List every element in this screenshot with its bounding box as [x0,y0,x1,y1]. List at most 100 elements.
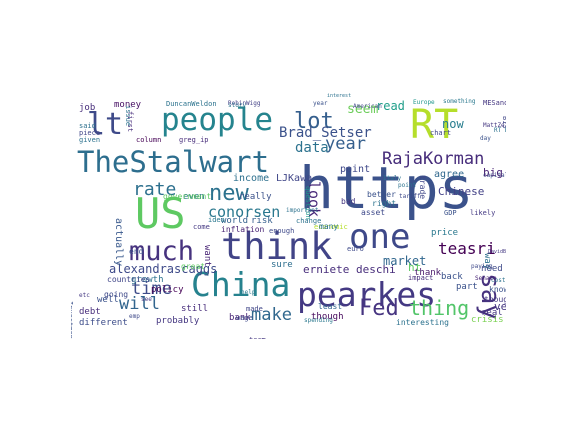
word-thank: thank [414,268,442,278]
word-end: end [129,247,144,256]
word-important: important [286,207,319,214]
word-many: many [319,222,339,231]
word-countries: countries [107,275,151,284]
word-capital: capital [483,172,506,179]
word-read: read [376,99,405,113]
word-well: well [97,295,119,305]
word-alexandrascaggs: alexandrascaggs [109,262,218,276]
word-emp: emp [129,313,140,320]
word-wage: wage [236,314,253,322]
word-bank: bank [229,313,251,323]
word-day: day [480,135,491,142]
word-brad-setser: Brad_Setser [279,125,372,141]
word-new: new [209,181,249,206]
word-real: real [481,308,503,318]
word-people: people [161,102,273,138]
word-ve: ve [494,300,506,313]
word-senate: Senate [475,275,497,282]
word-back: back [441,272,463,282]
word-come: come [193,223,210,231]
word-year-2: year [313,100,328,107]
word-bad: bad [341,197,356,206]
word-tariff: tariff [399,193,421,200]
word-mesandbu: MESandbu [483,99,506,107]
word-piece: piece [79,129,101,137]
word-enough: enough [269,227,295,235]
word-asset: asset [361,208,386,217]
word-paying: paying [471,263,493,270]
word-spending: spending [304,317,333,324]
word-agree: agree [434,169,465,180]
word-cloud: https TheStalwart think people US China pearke… [71,93,506,339]
word-ht: ht [408,261,422,274]
word-story: story [228,102,247,109]
word-lot: lot [294,109,334,134]
word-price: price [431,228,459,238]
word-pearkes: pearkes [297,275,437,314]
word-help: help [241,289,256,296]
word-think: think [221,225,333,268]
word-us: US [135,189,186,238]
word-rate: rate [133,179,177,200]
word-need: need [481,264,503,274]
word-chart: chart [430,129,452,137]
word-part: part [456,282,478,292]
word-thought: thought [484,295,506,304]
word-idea: idea [208,216,225,224]
word-term: term [249,337,266,340]
word-american: American [353,103,382,110]
word-question: question [304,186,312,220]
word-erniete-deschi: erniete deschi [303,263,396,276]
word-economic: economic [314,223,348,231]
word-greg-ip: greg_ip [179,136,209,144]
word-chinese: Chinese [438,185,485,198]
word-world: world [221,216,249,226]
word-policy: policy [151,285,184,295]
word-sure: sure [271,260,293,270]
word-make: make [251,305,292,325]
word-https: https [299,154,474,222]
word-duncanweldon: DuncanWeldon [166,100,217,108]
word-data: data [295,140,329,156]
word-cost: cost [491,277,506,284]
word-europe: Europe [413,99,435,106]
word-seem: seem [347,102,379,117]
word-one: one [349,217,411,257]
word-issue: issue [124,105,132,127]
word-robinwigg: RobinWigg [228,100,261,107]
word-conorsen: conorsen [208,203,281,221]
word-ljkawa: LJKawa [276,173,313,184]
word-know: know [489,285,506,294]
word-lt: lt [87,107,124,142]
word-impact: impact [408,274,434,282]
word-right: right [372,199,397,208]
word-something: something [443,98,476,105]
word-money: money [114,100,142,110]
word-said: said [79,122,96,130]
word-interest: interest [327,93,352,99]
word-rajakorman: RajaKorman [382,149,485,169]
word-euro: euro [347,245,364,253]
word-income: income [233,173,270,184]
word-even: even [183,192,205,202]
word-now: now [442,117,464,131]
word-mattzeitlin: MattZeitlin [483,122,506,129]
word-though: though [311,312,344,322]
word-davidbeckworth: DavidBeckworth [488,249,506,255]
word-least: least [318,302,343,311]
word-rt-brad-setser: RT Brad_Setser [494,127,506,134]
word-inflation: inflation [221,225,265,234]
word-job: job [79,103,96,113]
word-china: China [191,265,291,304]
word-made: made [246,305,263,313]
word-different: different [79,318,128,328]
word-big: big [483,166,503,179]
word-time: time [131,279,172,299]
word-fed: Fed [359,296,399,321]
word-interesting: interesting [396,318,449,327]
word-point: point [340,164,371,175]
word-debt: debt [79,307,101,317]
word-year: year [325,134,366,154]
word-still: still [181,304,209,314]
word-see: see [141,296,152,303]
